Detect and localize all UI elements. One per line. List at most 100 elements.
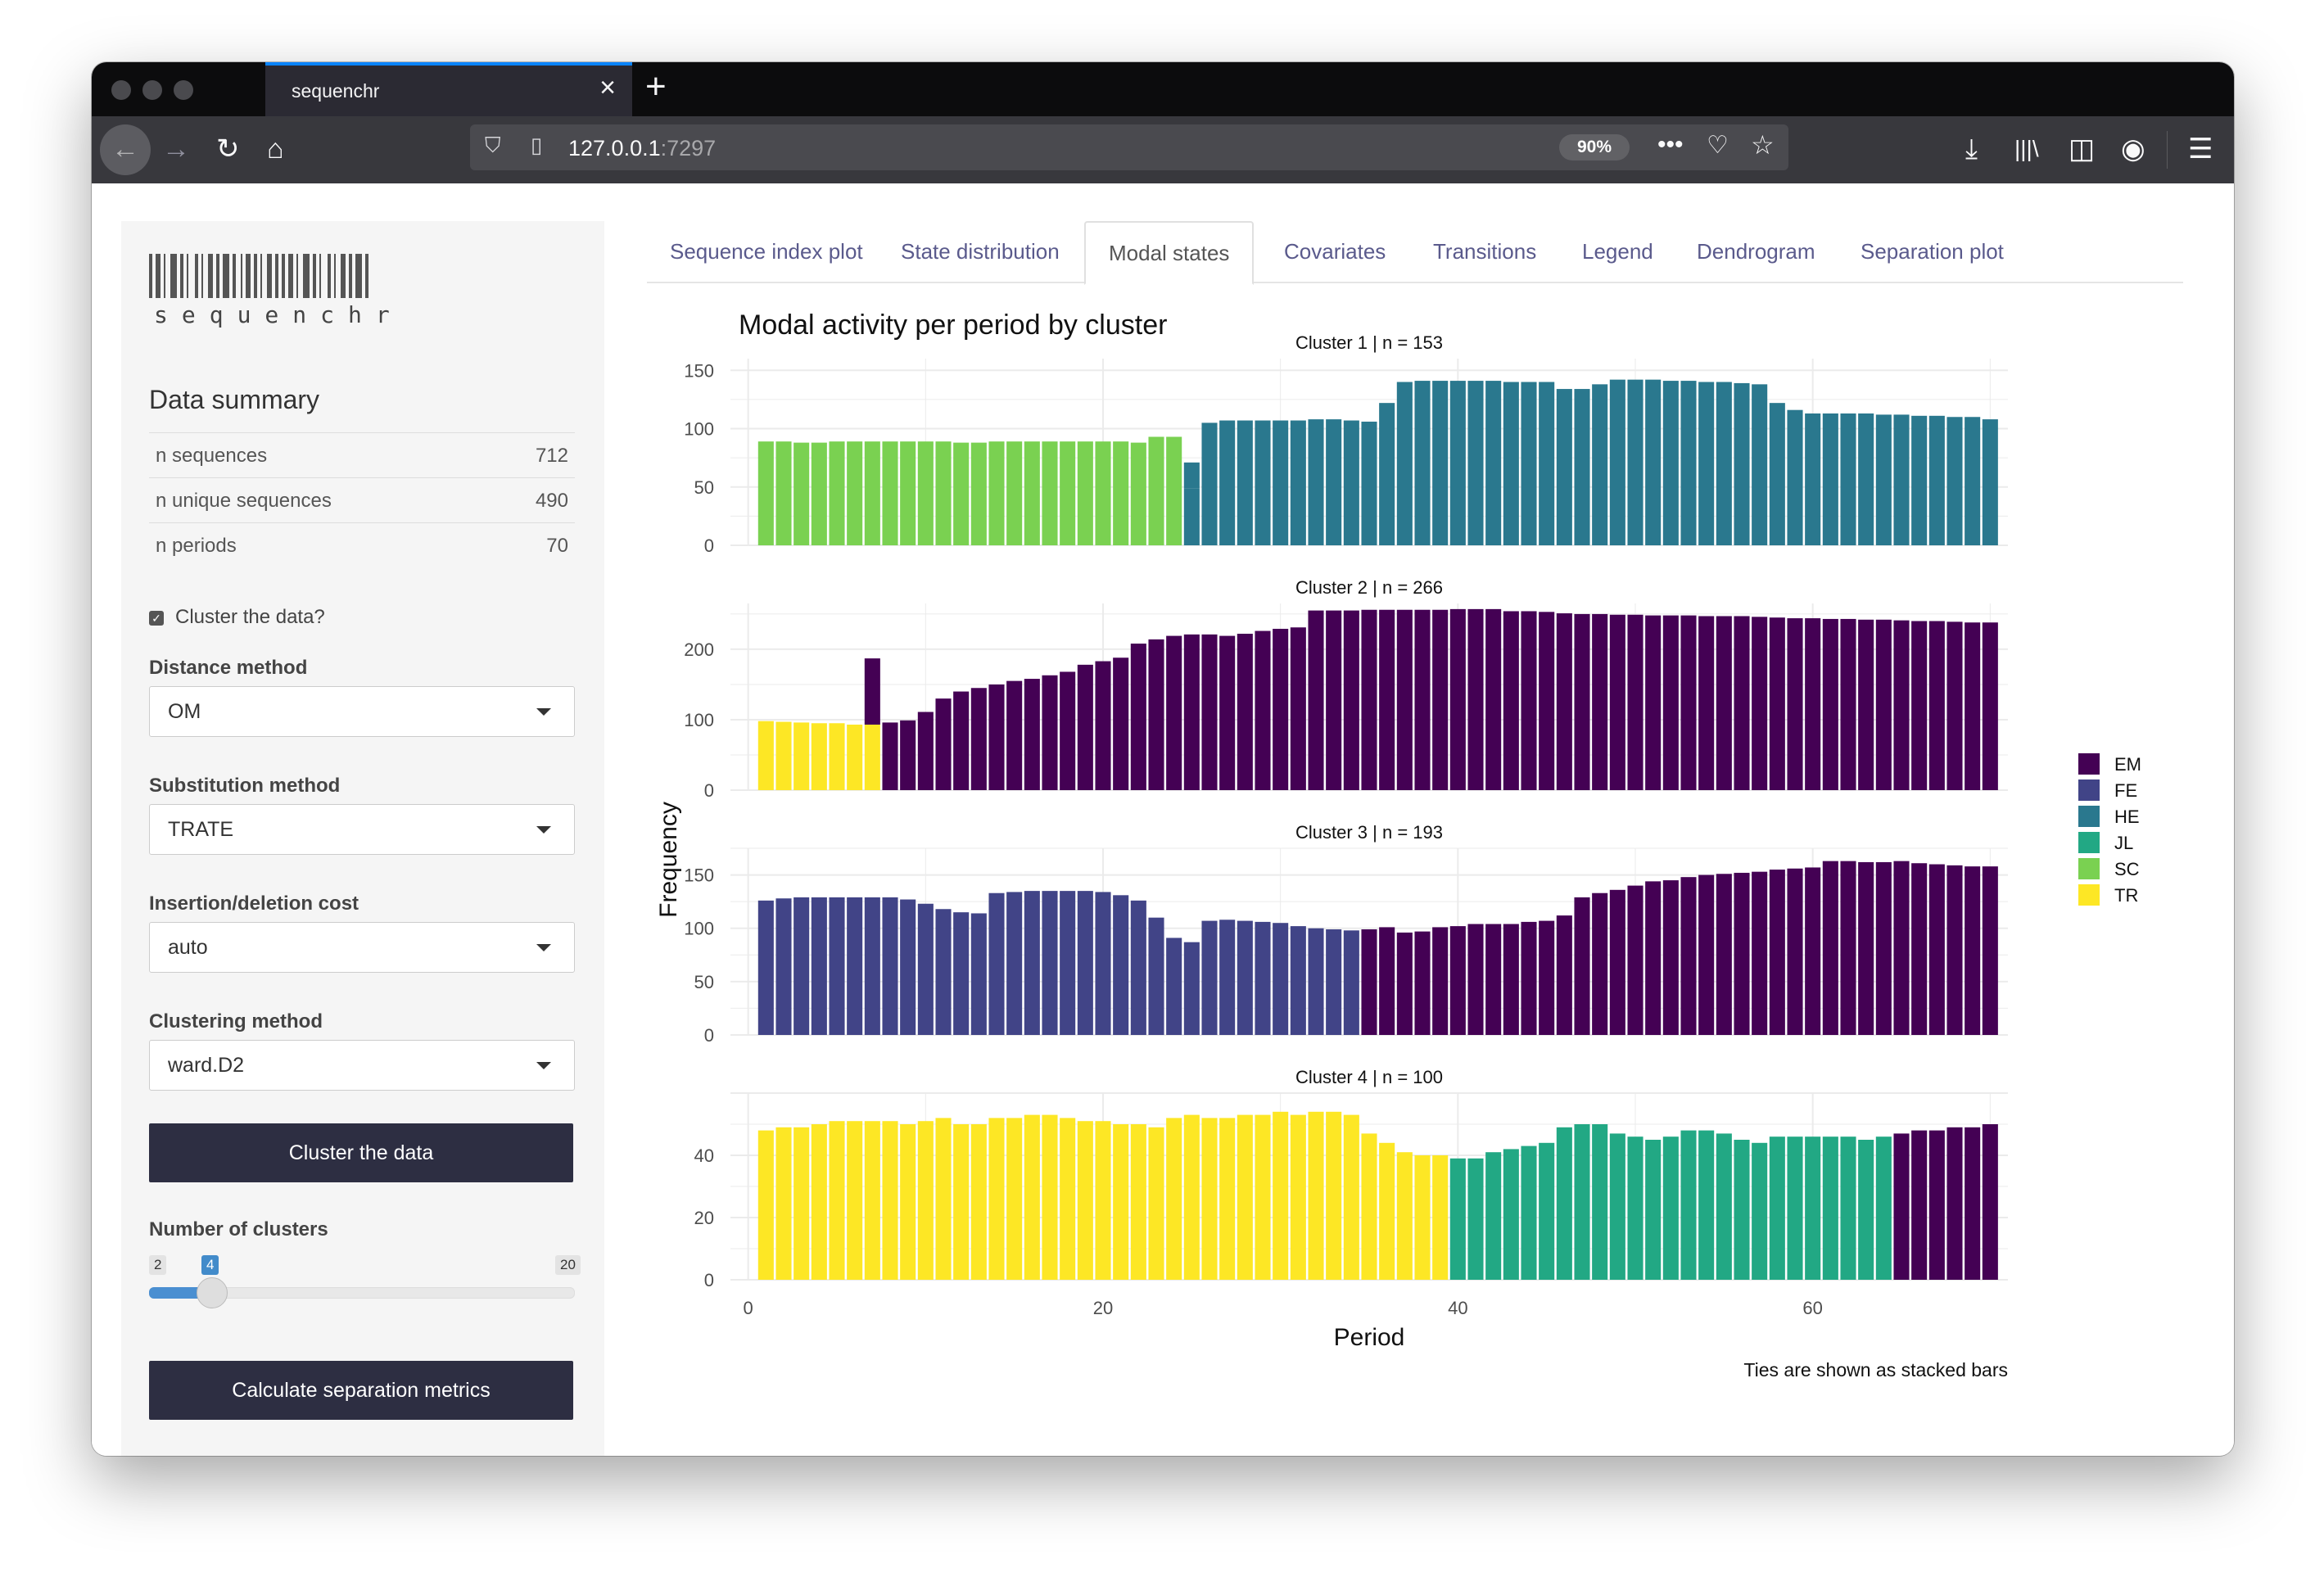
bar-TR (1432, 1155, 1449, 1280)
bar-SC (757, 441, 774, 545)
clustering-method-select[interactable]: ward.D2 (149, 1040, 575, 1091)
bar-SC (1060, 441, 1076, 545)
browser-tab[interactable]: sequenchr × (265, 62, 632, 116)
bar-EM (1946, 865, 1963, 1035)
y-tick-label: 0 (704, 1270, 714, 1290)
bar-EM (1556, 613, 1572, 790)
tab-separation-plot[interactable]: Separation plot (1861, 239, 2004, 264)
bar-JL (1822, 1136, 1838, 1280)
home-icon[interactable]: ⌂ (267, 133, 284, 165)
bar-HE (1432, 381, 1449, 545)
slider-max-label: 20 (555, 1255, 581, 1275)
bar-TR (1042, 1114, 1058, 1280)
tie-bar-EM (864, 658, 880, 725)
legend-swatch-TR (2078, 884, 2100, 906)
y-tick-label: 0 (704, 780, 714, 801)
bar-TR (1326, 1111, 1342, 1280)
legend-swatch-HE (2078, 806, 2100, 827)
summary-row: n sequences 712 (149, 432, 575, 478)
bar-FE (900, 899, 916, 1035)
barcode-bar (170, 254, 177, 298)
cluster-the-data-button[interactable]: Cluster the data (149, 1123, 573, 1182)
bar-FE (1042, 891, 1058, 1035)
new-tab-icon[interactable]: + (645, 66, 667, 106)
bar-EM (953, 691, 970, 790)
bar-HE (1290, 420, 1306, 545)
barcode-bar (208, 254, 213, 298)
minimize-window-dot[interactable] (142, 80, 162, 100)
barcode-bar (341, 254, 346, 298)
bar-FE (1290, 926, 1306, 1035)
bar-FE (1148, 917, 1164, 1035)
bar-EM (1734, 616, 1750, 790)
calculate-separation-button[interactable]: Calculate separation metrics (149, 1361, 573, 1420)
bar-EM (1219, 635, 1236, 790)
bar-TR (1361, 1133, 1377, 1280)
library-icon[interactable]: |||\ (2014, 136, 2039, 161)
close-window-dot[interactable] (111, 80, 131, 100)
bar-TR (1255, 1114, 1271, 1280)
zoom-badge[interactable]: 90% (1559, 134, 1630, 160)
bar-TR (1273, 1111, 1289, 1280)
tab-covariates[interactable]: Covariates (1284, 239, 1386, 264)
back-icon[interactable]: ← (100, 124, 151, 175)
tab-sequence-index-plot[interactable]: Sequence index plot (670, 239, 863, 264)
maximize-window-dot[interactable] (174, 80, 193, 100)
bar-JL (1467, 1158, 1484, 1280)
barcode-bar (334, 254, 336, 298)
pocket-icon[interactable]: ♡ (1707, 132, 1729, 159)
bar-HE (1840, 413, 1856, 545)
download-icon[interactable]: ⤓ (1965, 133, 1978, 165)
bar-HE (1769, 403, 1785, 545)
bar-SC (1024, 441, 1040, 545)
indel-cost-select[interactable]: auto (149, 922, 575, 973)
url-text[interactable]: 127.0.0.1:7297 (568, 136, 716, 161)
tab-modal-states[interactable]: Modal states (1084, 221, 1255, 285)
substitution-method-select[interactable]: TRATE (149, 804, 575, 855)
tab-legend[interactable]: Legend (1582, 239, 1653, 264)
bar-FE (757, 900, 774, 1035)
active-tab-highlight (265, 62, 632, 66)
barcode-logo-icon (149, 254, 368, 298)
sidebar-toggle-icon[interactable]: ◫ (2069, 133, 2096, 165)
tab-state-distribution[interactable]: State distribution (901, 239, 1060, 264)
checkbox-checked-icon[interactable]: ✓ (149, 610, 164, 626)
toolbar-divider (2167, 131, 2168, 169)
bar-TR (1414, 1155, 1431, 1280)
page-content: sequenchr Data summary n sequences 712 n… (92, 183, 2234, 1456)
bar-SC (1130, 442, 1146, 545)
bar-SC (1095, 441, 1111, 545)
summary-value: 712 (535, 445, 568, 467)
distance-method-select[interactable]: OM (149, 686, 575, 737)
bar-HE (1503, 382, 1519, 545)
bookmark-star-icon[interactable]: ☆ (1751, 130, 1775, 160)
bar-EM (1716, 874, 1732, 1035)
barcode-bar (156, 254, 161, 298)
tab-dendrogram[interactable]: Dendrogram (1697, 239, 1815, 264)
shield-icon[interactable]: ⛉ (485, 133, 501, 157)
close-tab-icon[interactable]: × (599, 72, 616, 103)
more-actions-icon[interactable]: ••• (1657, 131, 1684, 158)
bar-TR (757, 1130, 774, 1280)
clusters-slider-handle[interactable] (197, 1277, 228, 1308)
bar-TR (811, 1124, 827, 1280)
reload-icon[interactable]: ↻ (216, 133, 240, 165)
bar-TR (935, 1118, 952, 1280)
tab-transitions[interactable]: Transitions (1433, 239, 1537, 264)
url-bar[interactable]: ⛉ ▯ 127.0.0.1:7297 90% ••• ♡ ☆ (470, 124, 1788, 170)
bar-HE (1627, 379, 1644, 545)
bar-TR (1290, 1114, 1306, 1280)
barcode-bar (275, 254, 278, 298)
bar-HE (1396, 382, 1413, 545)
account-icon[interactable]: ◉ (2121, 133, 2145, 165)
bar-TR (988, 1118, 1005, 1280)
barcode-bar (187, 254, 188, 298)
forward-icon[interactable]: → (162, 133, 190, 165)
bar-FE (1006, 892, 1023, 1035)
bar-EM (1716, 616, 1732, 790)
bar-JL (1769, 1136, 1785, 1280)
menu-icon[interactable]: ☰ (2188, 133, 2213, 165)
cluster-checkbox-row[interactable]: ✓ Cluster the data? (149, 606, 325, 629)
bar-SC (1042, 441, 1058, 545)
bar-EM (1911, 621, 1928, 790)
